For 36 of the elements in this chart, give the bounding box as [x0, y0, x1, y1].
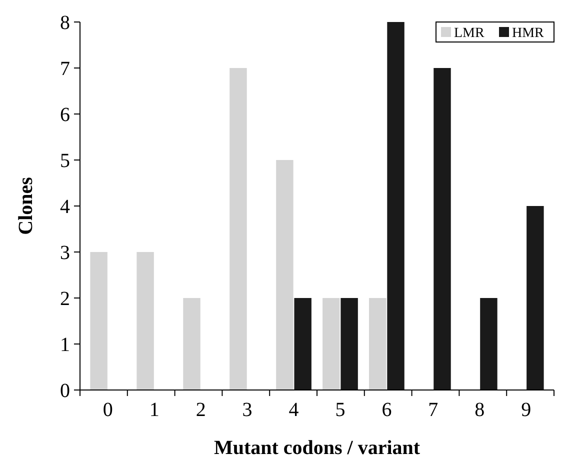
x-tick-label: 1	[149, 399, 160, 421]
y-tick-label: 3	[60, 242, 70, 264]
bar	[526, 206, 544, 390]
bar	[183, 298, 200, 390]
bar	[387, 22, 404, 390]
x-tick-label: 5	[335, 399, 346, 421]
legend-label: HMR	[512, 26, 545, 41]
bar	[322, 298, 340, 390]
bar	[340, 298, 358, 390]
y-tick-label: 5	[60, 150, 70, 172]
x-tick-label: 4	[288, 399, 299, 421]
x-tick-label: 9	[521, 399, 532, 421]
y-tick-label: 4	[60, 196, 70, 218]
x-tick-label: 6	[382, 399, 392, 421]
y-tick-label: 6	[60, 104, 70, 126]
bar	[434, 68, 451, 390]
y-tick-label: 7	[60, 58, 70, 80]
y-tick-label: 2	[60, 288, 70, 310]
legend-label: LMR	[454, 26, 485, 41]
y-tick-label: 0	[60, 380, 70, 402]
x-tick-label: 3	[242, 399, 252, 421]
x-tick-label: 2	[196, 399, 206, 421]
x-tick-label: 0	[102, 399, 113, 421]
y-axis-title: Clones	[15, 176, 37, 235]
x-axis-title: Mutant codons / variant	[214, 437, 420, 459]
x-tick-label: 8	[474, 399, 485, 421]
x-tick-label: 7	[428, 399, 438, 421]
bar	[294, 298, 312, 390]
bar	[369, 298, 386, 390]
bar	[276, 160, 294, 390]
y-tick-label: 1	[60, 334, 70, 356]
y-tick-label: 8	[60, 12, 70, 34]
bar	[230, 68, 247, 390]
bar	[136, 252, 154, 390]
bar	[90, 252, 108, 390]
bar	[480, 298, 498, 390]
